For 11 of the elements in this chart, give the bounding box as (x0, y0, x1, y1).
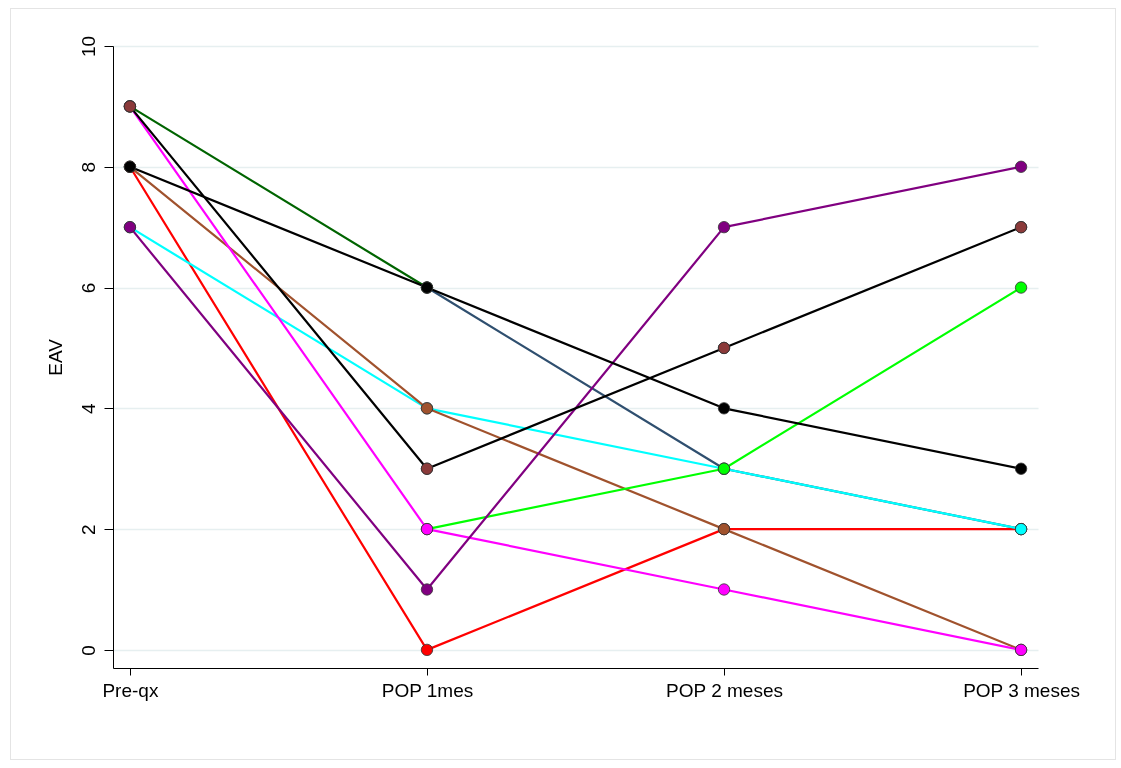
y-tick-label: 10 (77, 35, 99, 58)
y-tick-label: 6 (77, 282, 99, 294)
x-tick-label: Pre-qx (102, 679, 159, 701)
x-tick-label: POP 2 meses (666, 679, 783, 701)
y-tick-label: 8 (77, 161, 99, 173)
y-tick-label: 0 (77, 645, 99, 656)
x-tick-label: POP 3 meses (963, 679, 1081, 701)
y-tick-label: 2 (77, 524, 99, 535)
x-tick-label: POP 1mes (381, 679, 474, 701)
y-axis-title: EAV (44, 338, 66, 376)
y-tick-label: 4 (77, 403, 99, 415)
